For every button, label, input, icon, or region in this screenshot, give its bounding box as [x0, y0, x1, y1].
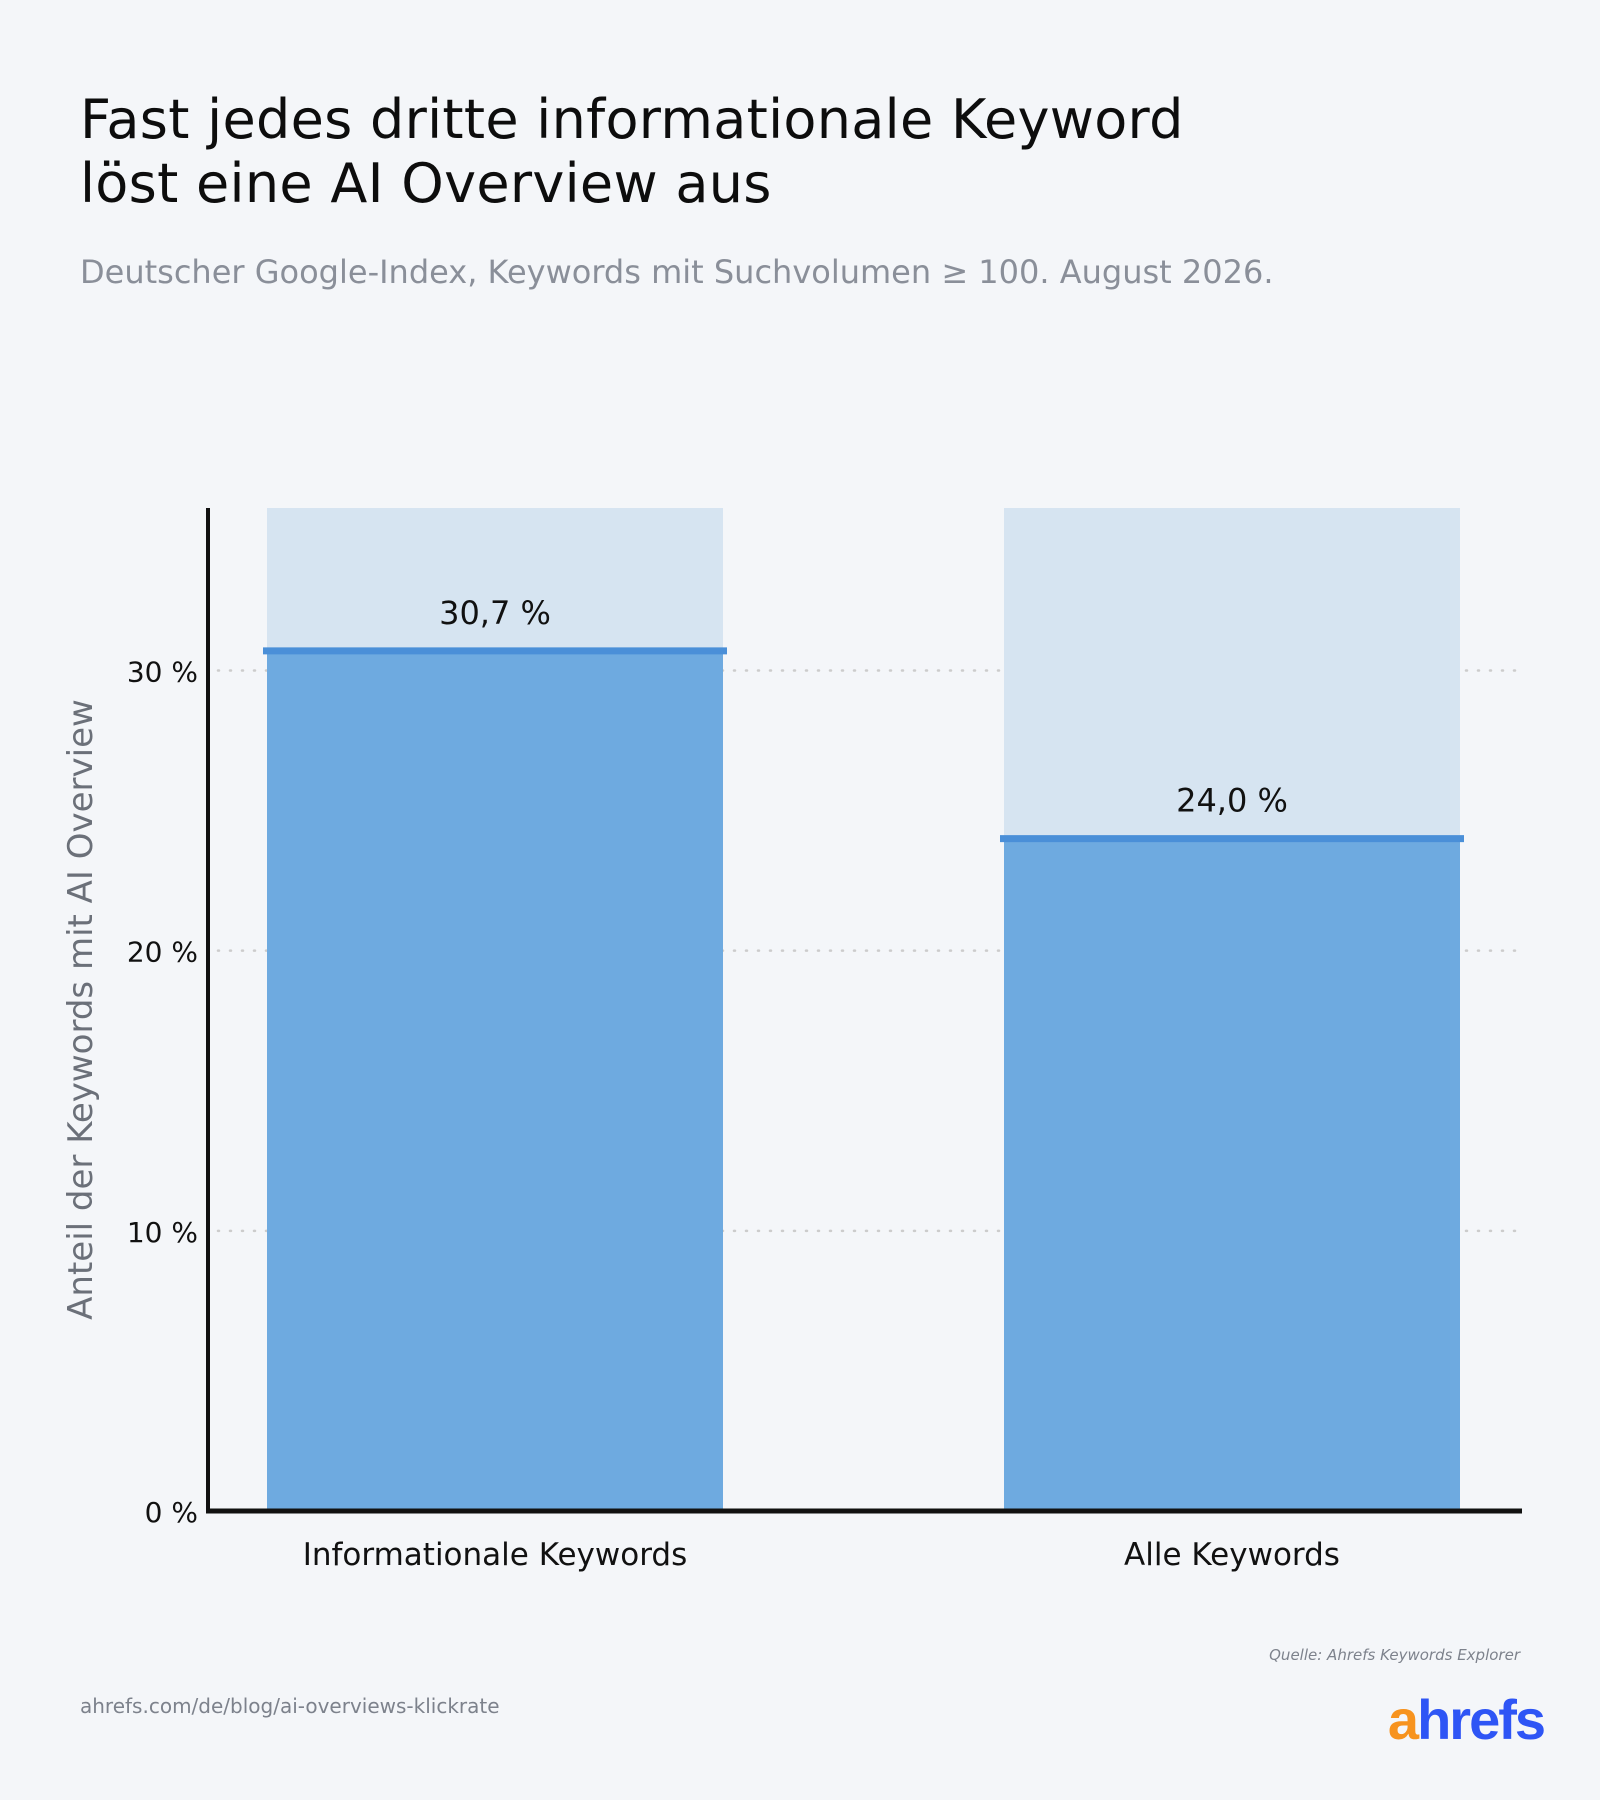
y-tick-label-20: 20 % — [127, 936, 198, 969]
data-label-1: 30,7 % — [439, 594, 551, 632]
y-axis-title: Anteil der Keywords mit AI Overview — [61, 699, 101, 1320]
x-tick-label-1: Informationale Keywords — [303, 1537, 688, 1573]
bar-2 — [1004, 838, 1460, 1511]
y-tick-label-30: 30 % — [127, 655, 198, 688]
chart-title-line-2: löst eine AI Overview aus — [80, 152, 772, 215]
ahrefs-logo: ahrefs — [1387, 1688, 1546, 1751]
source-note: Quelle: Ahrefs Keywords Explorer — [1269, 1646, 1520, 1664]
chart-subtitle: Deutscher Google-Index, Keywords mit Suc… — [80, 253, 1274, 291]
source-url: ahrefs.com/de/blog/ai-overviews-klickrat… — [80, 1694, 500, 1718]
y-tick-label-0: 0 % — [145, 1496, 198, 1529]
x-tick-label-2: Alle Keywords — [1124, 1537, 1340, 1573]
bar-1 — [267, 650, 723, 1511]
logo-letter-a: a — [1387, 1688, 1419, 1751]
y-tick-label-10: 10 % — [127, 1216, 198, 1249]
logo-letters-hrefs: hrefs — [1417, 1688, 1546, 1751]
chart-title: Fast jedes dritte informationale Keyword… — [80, 88, 1380, 216]
chart-title-line-1: Fast jedes dritte informationale Keyword — [80, 88, 1184, 151]
data-label-2: 24,0 % — [1176, 782, 1288, 820]
